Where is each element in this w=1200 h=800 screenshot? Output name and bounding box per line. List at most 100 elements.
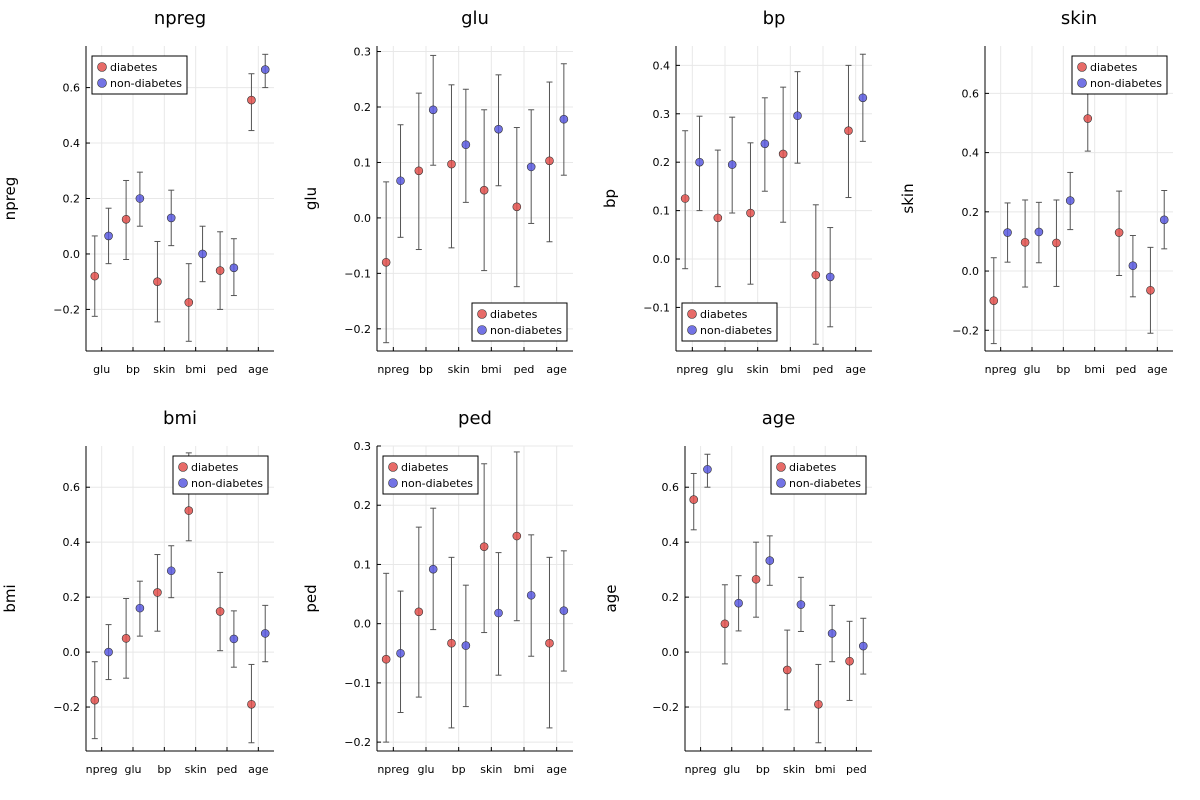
diabetes-point: [512, 531, 522, 541]
y-axis-label: bmi: [1, 584, 19, 612]
diabetes-point: [1083, 114, 1093, 123]
diabetes-point: [1020, 238, 1030, 247]
y-tick-label: 0.1: [354, 558, 372, 571]
subplot-npreg: −0.2 0.0 0.2 0.4 0.6 glu bp skin bmi ped age npreg n…: [1, 8, 274, 376]
legend-box: [770, 455, 867, 495]
y-tick-label: 0.0: [354, 618, 372, 631]
diabetes-point: [844, 126, 853, 136]
x-tick-label: npreg: [377, 363, 409, 376]
subplot-title: bmi: [163, 408, 197, 429]
legend-box: [471, 302, 568, 342]
x-tick-label: ped: [514, 363, 535, 376]
x-tick-label: glu: [716, 363, 733, 376]
y-tick-label: 0.0: [662, 646, 680, 659]
diabetes-point: [845, 656, 854, 666]
x-tick-label: skin: [185, 763, 207, 776]
non-diabetes-point: [494, 608, 503, 618]
diabetes-point: [720, 619, 730, 629]
diabetes-point: [184, 506, 194, 515]
y-tick-label: −0.1: [643, 301, 670, 314]
legend-marker: [388, 478, 398, 488]
diabetes-point: [381, 654, 391, 664]
legend-label: non-diabetes: [700, 324, 772, 337]
x-tick-label: age: [546, 763, 567, 776]
non-diabetes-point: [825, 272, 835, 282]
y-axis-label: bp: [601, 189, 619, 208]
x-tick-label: bp: [756, 763, 770, 776]
legend-label: diabetes: [490, 308, 538, 321]
diabetes-point: [153, 588, 162, 597]
y-tick-label: 0.4: [653, 59, 671, 72]
diabetes-point: [1114, 228, 1124, 237]
diabetes-point: [90, 271, 100, 281]
x-tick-label: skin: [747, 363, 769, 376]
non-diabetes-point: [166, 213, 176, 223]
non-diabetes-point: [260, 629, 270, 638]
x-tick-label: ped: [1116, 363, 1137, 376]
y-tick-label: 0.0: [962, 265, 980, 278]
diabetes-point: [447, 159, 456, 169]
legend-marker: [178, 478, 188, 488]
diabetes-point: [215, 266, 225, 275]
non-diabetes-point: [461, 641, 471, 650]
y-tick-label: 0.6: [962, 87, 980, 100]
x-tick-label: glu: [723, 763, 740, 776]
non-diabetes-point: [1034, 227, 1044, 237]
y-tick-label: 0.3: [653, 108, 671, 121]
non-diabetes-point: [396, 176, 405, 186]
diabetes-point: [1146, 285, 1155, 295]
y-tick-label: 0.6: [63, 481, 81, 494]
x-tick-label: age: [1147, 363, 1168, 376]
non-diabetes-point: [135, 603, 145, 613]
y-axis-label: age: [602, 585, 620, 613]
y-axis-label: glu: [302, 187, 320, 210]
x-tick-label: bmi: [780, 363, 801, 376]
non-diabetes-point: [858, 93, 868, 103]
subplot-bmi: −0.2 0.0 0.2 0.4 0.6 npreg glu bp skin ped age bmi b…: [1, 408, 274, 776]
y-tick-label: −0.2: [53, 303, 80, 316]
legend-marker: [1077, 78, 1087, 88]
y-tick-label: 0.0: [63, 646, 81, 659]
non-diabetes-point: [494, 124, 503, 134]
x-tick-label: bp: [157, 763, 171, 776]
x-tick-label: bp: [1056, 363, 1070, 376]
legend-label: non-diabetes: [191, 477, 263, 490]
diabetes-point: [545, 156, 554, 166]
x-tick-label: npreg: [676, 363, 708, 376]
legend-label: non-diabetes: [490, 324, 562, 337]
diabetes-point: [414, 166, 424, 176]
x-tick-label: ped: [813, 363, 834, 376]
legend-box: [382, 455, 479, 495]
x-tick-label: ped: [217, 363, 238, 376]
y-tick-label: 0.2: [962, 206, 980, 219]
subplot-skin: −0.2 0.0 0.2 0.4 0.6 npreg glu bp bmi ped age skin s…: [899, 8, 1173, 376]
y-tick-label: −0.2: [344, 323, 371, 336]
non-diabetes-point: [559, 606, 569, 615]
y-tick-label: 0.1: [354, 156, 372, 169]
non-diabetes-point: [198, 249, 207, 259]
non-diabetes-point: [396, 648, 405, 658]
non-diabetes-point: [1003, 228, 1012, 237]
diabetes-point: [512, 202, 522, 212]
diabetes-point: [247, 699, 256, 709]
x-tick-label: skin: [783, 763, 805, 776]
non-diabetes-point: [526, 590, 536, 600]
diabetes-point: [1052, 238, 1061, 248]
x-tick-label: age: [845, 363, 866, 376]
subplot-title: skin: [1061, 8, 1097, 29]
diabetes-point: [184, 298, 194, 307]
non-diabetes-point: [260, 65, 270, 74]
legend-marker: [97, 62, 107, 72]
legend-marker: [687, 325, 697, 335]
non-diabetes-point: [428, 105, 438, 115]
x-tick-label: bp: [452, 763, 466, 776]
non-diabetes-point: [1065, 196, 1075, 205]
y-axis-label: ped: [302, 584, 320, 612]
legend-marker: [477, 309, 487, 319]
legend-marker: [1077, 62, 1087, 72]
y-tick-label: 0.0: [354, 212, 372, 225]
legend-label: diabetes: [1090, 61, 1138, 74]
legend: diabetes non-diabetes: [770, 455, 867, 495]
y-tick-label: 0.2: [354, 499, 372, 512]
legend-box: [1071, 55, 1168, 95]
